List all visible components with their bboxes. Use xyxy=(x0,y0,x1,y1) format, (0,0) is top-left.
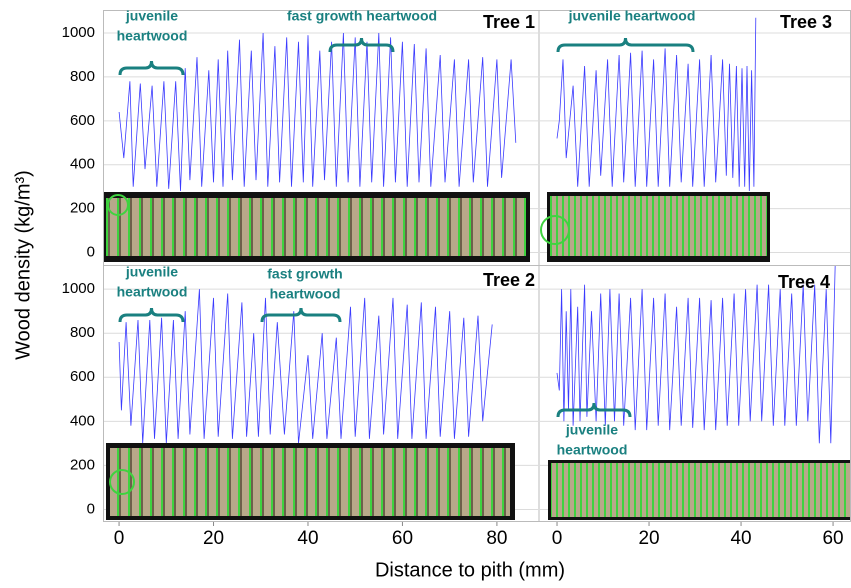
annotation: juvenile xyxy=(125,264,178,280)
x-tick-label: 20 xyxy=(203,528,224,549)
core-image xyxy=(551,463,851,517)
annotation: heartwood xyxy=(117,28,188,44)
panel-title: Tree 4 xyxy=(778,272,830,292)
brace xyxy=(260,307,342,323)
density-line xyxy=(118,32,517,192)
brace xyxy=(118,60,185,76)
core-image xyxy=(110,448,510,516)
density-line xyxy=(556,266,836,444)
x-tick-label: 60 xyxy=(822,528,843,549)
x-tick-label: 20 xyxy=(638,528,659,549)
core-image xyxy=(106,198,526,256)
pith-ring xyxy=(109,469,135,495)
y-tick-label: 400 xyxy=(70,412,95,429)
density-line xyxy=(556,17,757,192)
annotation: fast growth heartwood xyxy=(287,8,437,24)
x-tick-label: 0 xyxy=(114,528,125,549)
brace xyxy=(118,307,185,323)
x-tick-label: 0 xyxy=(552,528,563,549)
y-tick-label: 0 xyxy=(87,243,95,260)
y-axis-label: Wood density (kg/m³) xyxy=(12,170,34,360)
y-tick-label: 800 xyxy=(70,324,95,341)
y-tick-label: 800 xyxy=(70,68,95,85)
x-tick-label: 60 xyxy=(392,528,413,549)
density-line xyxy=(118,289,493,444)
y-tick-label: 600 xyxy=(70,112,95,129)
y-tick-label: 1000 xyxy=(62,280,95,297)
y-tick-label: 200 xyxy=(70,200,95,217)
y-tick-label: 1000 xyxy=(62,24,95,41)
brace xyxy=(328,37,395,53)
annotation: juvenile xyxy=(565,422,618,438)
annotation: juvenile heartwood xyxy=(568,8,696,24)
x-axis-label: Distance to pith (mm) xyxy=(375,559,565,581)
y-tick-label: 0 xyxy=(87,500,95,517)
x-tick-label: 80 xyxy=(486,528,507,549)
labels: Distance to pith (mm) Wood density (kg/m… xyxy=(12,8,851,581)
x-tick-label: 40 xyxy=(730,528,751,549)
annotation: fast growth xyxy=(267,266,342,282)
core-image xyxy=(550,196,767,256)
annotation: juvenile xyxy=(125,8,178,24)
panel-title: Tree 3 xyxy=(780,12,832,32)
annotation: heartwood xyxy=(117,284,188,300)
panel-title: Tree 1 xyxy=(483,12,535,32)
brace xyxy=(556,402,632,418)
y-tick-label: 600 xyxy=(70,368,95,385)
pith-ring xyxy=(107,194,129,216)
pith-ring xyxy=(540,215,570,245)
annotation: heartwood xyxy=(557,442,628,458)
x-tick-label: 40 xyxy=(297,528,318,549)
y-tick-label: 200 xyxy=(70,456,95,473)
plots xyxy=(103,17,851,510)
annotation: heartwood xyxy=(270,286,341,302)
panel-title: Tree 2 xyxy=(483,270,535,290)
wood-cores xyxy=(103,192,851,520)
brace xyxy=(556,37,695,53)
y-tick-label: 400 xyxy=(70,156,95,173)
